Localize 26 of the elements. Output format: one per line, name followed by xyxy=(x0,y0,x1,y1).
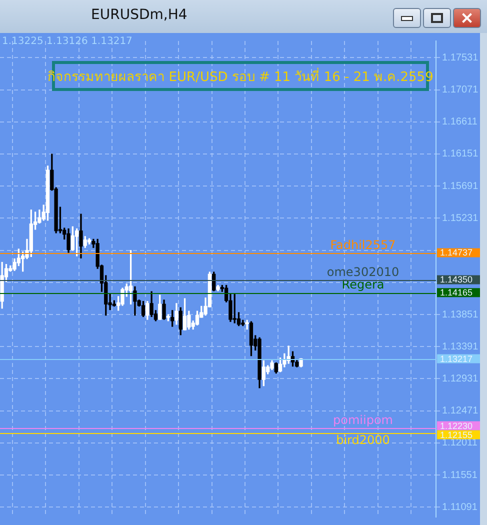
y-tick-label: 1.13391 xyxy=(442,341,479,352)
ref-line-label: 1.12230 xyxy=(440,420,473,431)
ref-line-label: 1.14737 xyxy=(440,248,473,258)
y-tick-label: 1.13851 xyxy=(442,309,479,320)
y-tick-label: 1.15691 xyxy=(442,180,479,192)
annotation: Regera xyxy=(342,278,384,292)
y-tick-label: 1.17531 xyxy=(442,52,479,64)
y-tick-label: 1.16611 xyxy=(442,116,478,128)
ref-line-label: 1.14165 xyxy=(440,288,473,298)
y-tick-label: 1.12471 xyxy=(442,406,479,417)
y-tick-label: 1.11091 xyxy=(442,502,478,513)
annotation: ome302010 xyxy=(326,264,400,279)
y-tick-label: 1.17071 xyxy=(442,84,479,96)
y-tick-label: 1.15231 xyxy=(442,212,479,224)
ref-line-label: 1.12155 xyxy=(440,430,473,440)
y-tick-label: 1.11551 xyxy=(442,470,478,481)
annotation: 1.13225 1.13126 1.13217 xyxy=(2,36,132,47)
ref-line-label: 1.13217 xyxy=(440,354,473,364)
y-tick-label: 1.12931 xyxy=(442,373,479,384)
annotation: bird2000 xyxy=(336,433,390,448)
annotation: Fadhil2557 xyxy=(330,238,396,252)
chart-title: EURUSDm,H4 xyxy=(91,7,188,23)
annotation: pomiipom xyxy=(333,412,393,427)
ref-line-label: 1.14350 xyxy=(440,274,473,285)
text: กิจกรรมทายผลราคา EUR/USD รอบ # 11 วันที่ 16 - 21 พ.ค.2559 xyxy=(48,66,434,86)
y-tick-label: 1.16151 xyxy=(442,148,479,160)
